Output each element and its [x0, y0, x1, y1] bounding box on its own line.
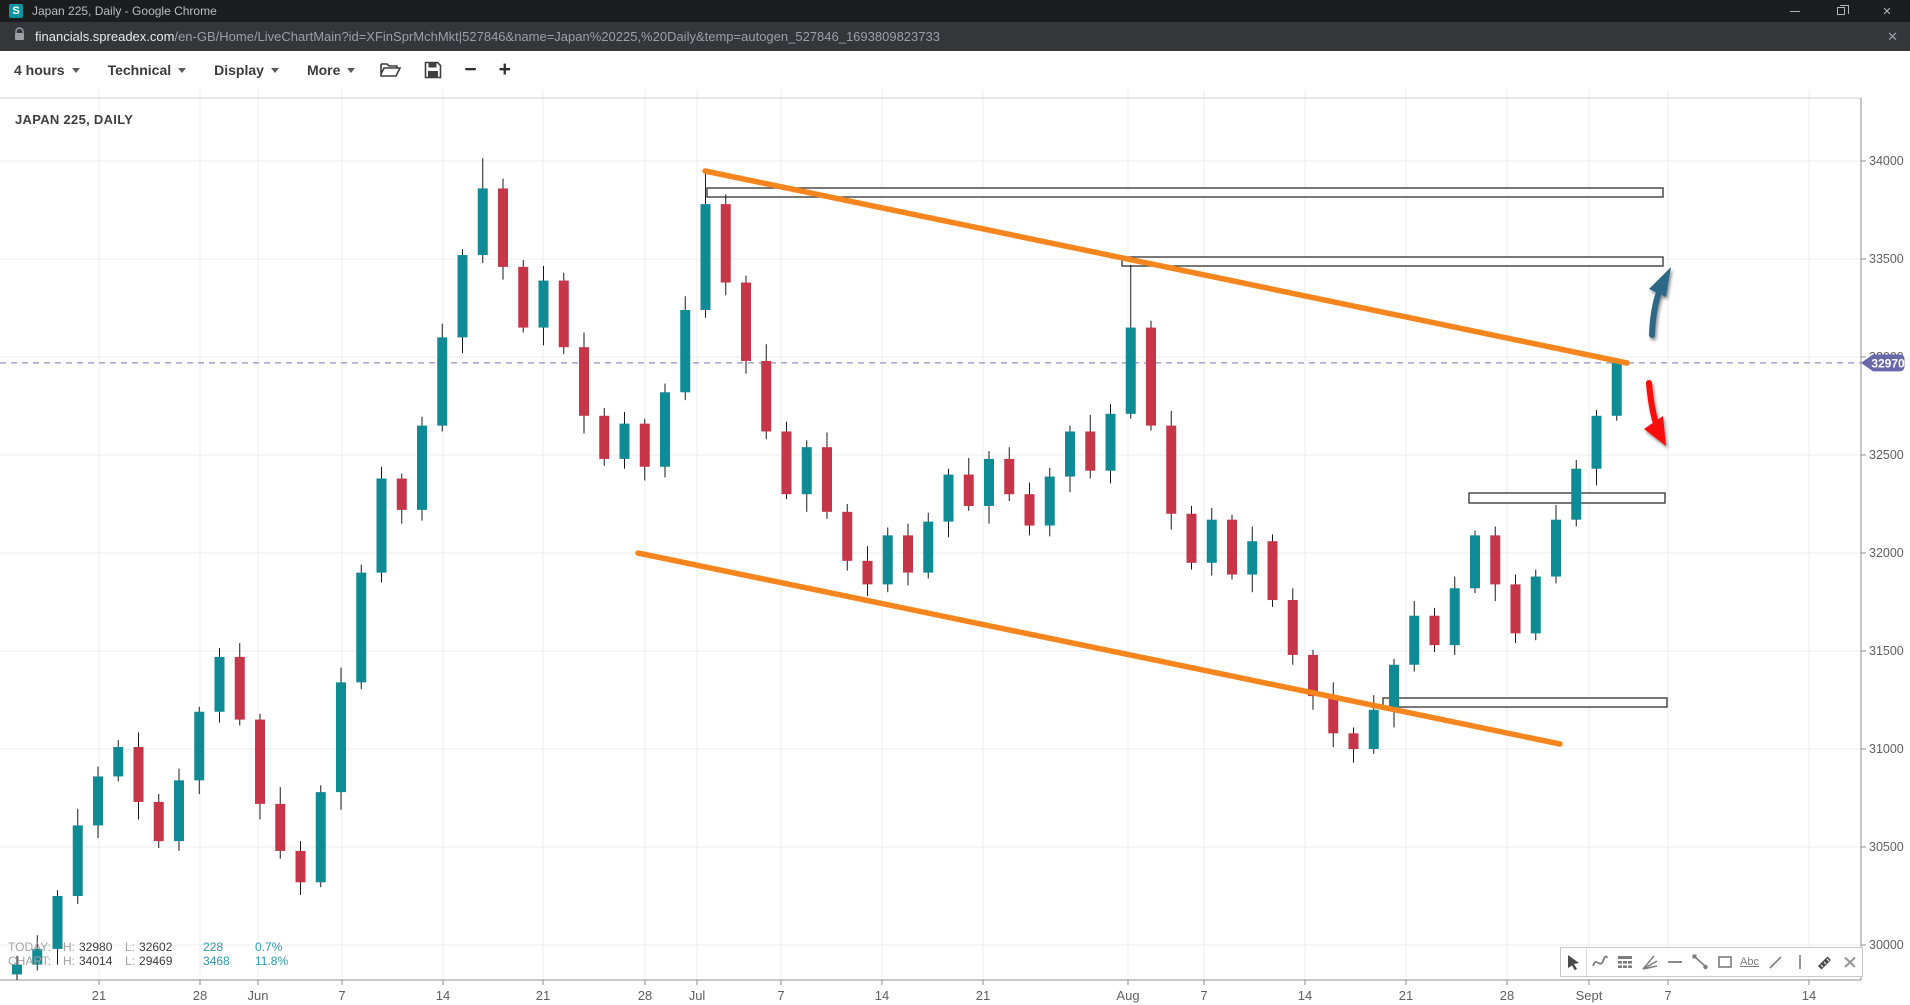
spreadex-favicon: S — [9, 4, 23, 18]
trend-line-tool[interactable] — [1687, 948, 1712, 976]
price-zones — [706, 187, 1668, 708]
svg-text:14: 14 — [875, 988, 889, 1003]
chart-title: JAPAN 225, DAILY — [15, 112, 134, 127]
window-title: Japan 225, Daily - Google Chrome — [32, 4, 217, 18]
svg-text:7: 7 — [1664, 988, 1671, 1003]
svg-text:33500: 33500 — [1869, 252, 1904, 266]
fan-lines-tool[interactable] — [1637, 948, 1662, 976]
today-stats-row: TODAY: H: 32980 L: 32602 228 0.7% — [8, 940, 283, 954]
interval-menu[interactable]: 4 hours — [14, 62, 80, 78]
svg-text:14: 14 — [1802, 988, 1816, 1003]
today-low: 32602 — [139, 940, 173, 954]
page-close-icon[interactable]: ✕ — [1887, 28, 1898, 44]
price-chart-canvas[interactable]: 3400033500330003250032000315003100030500… — [0, 88, 1910, 1005]
diagonal-line-tool[interactable] — [1762, 948, 1787, 976]
ruler-tool[interactable] — [1812, 948, 1837, 976]
gridlines — [0, 90, 1861, 980]
svg-text:32000: 32000 — [1869, 546, 1904, 560]
axis-labels: 3400033500330003250032000315003100030500… — [92, 154, 1904, 1003]
toolbar-divider — [1586, 948, 1587, 976]
svg-text:Jul: Jul — [689, 988, 706, 1003]
chart-region: 3400033500330003250032000315003100030500… — [0, 88, 1910, 1005]
svg-text:Jun: Jun — [248, 988, 269, 1003]
curve-line-tool[interactable] — [1587, 948, 1612, 976]
today-change: 228 — [203, 940, 224, 954]
svg-text:31500: 31500 — [1869, 644, 1904, 658]
zone-rectangle — [1121, 256, 1664, 267]
chevron-down-icon — [178, 68, 187, 73]
rectangle-tool[interactable] — [1712, 948, 1737, 976]
zoom-in-button[interactable]: + — [498, 57, 511, 81]
zone-rectangle — [1468, 492, 1666, 504]
svg-text:32500: 32500 — [1869, 448, 1904, 462]
chevron-down-icon — [347, 68, 356, 73]
url-path: /en-GB/Home/LiveChartMain?id=XFinSprMchM… — [174, 29, 940, 44]
bearish-arrow — [1644, 380, 1666, 446]
chart-stats-row: CHART: H: 34014 L: 29469 3468 11.8% — [8, 954, 289, 968]
chart-toolbar: 4 hours Technical Display More − + — [0, 51, 1910, 88]
save-icon[interactable] — [424, 61, 442, 79]
address-bar[interactable]: financials.spreadex.com/en-GB/Home/LiveC… — [0, 22, 1910, 51]
bullish-arrow — [1649, 267, 1671, 338]
vertical-line-tool[interactable] — [1787, 948, 1812, 976]
svg-text:28: 28 — [193, 988, 207, 1003]
chart-change-pct: 11.8% — [255, 954, 289, 968]
svg-text:7: 7 — [1200, 988, 1207, 1003]
restore-button[interactable] — [1818, 0, 1864, 22]
horizontal-line-tool[interactable] — [1662, 948, 1687, 976]
trendline — [702, 168, 1630, 366]
today-change-pct: 0.7% — [255, 940, 283, 954]
current-price-tag: 32970 — [1861, 354, 1905, 372]
zone-rectangle — [1382, 697, 1668, 708]
cursor-tool[interactable] — [1561, 948, 1586, 976]
open-folder-icon[interactable] — [380, 61, 402, 79]
text-tool[interactable]: Abc — [1740, 956, 1759, 968]
chart-change: 3468 — [203, 954, 230, 968]
svg-text:34000: 34000 — [1869, 154, 1904, 168]
window-title-bar: S Japan 225, Daily - Google Chrome ✕ — [0, 0, 1910, 22]
svg-text:31000: 31000 — [1869, 742, 1904, 756]
candles — [12, 158, 1622, 980]
svg-text:28: 28 — [638, 988, 652, 1003]
svg-text:32970: 32970 — [1871, 356, 1905, 370]
zone-rectangle — [706, 187, 1664, 198]
svg-text:14: 14 — [1298, 988, 1312, 1003]
display-menu[interactable]: Display — [214, 62, 279, 78]
price-stats: TODAY: H: 32980 L: 32602 228 0.7% CHART:… — [8, 940, 288, 968]
svg-text:Sept: Sept — [1576, 988, 1603, 1003]
lock-icon — [14, 27, 25, 46]
svg-text:7: 7 — [338, 988, 345, 1003]
restore-icon — [1837, 5, 1849, 15]
more-menu[interactable]: More — [307, 62, 356, 78]
chevron-down-icon — [270, 68, 279, 73]
svg-text:21: 21 — [536, 988, 550, 1003]
svg-text:Aug: Aug — [1116, 988, 1139, 1003]
svg-text:21: 21 — [1399, 988, 1413, 1003]
url-host: financials.spreadex.com — [35, 29, 175, 44]
trendline — [635, 550, 1563, 747]
svg-text:30500: 30500 — [1869, 840, 1904, 854]
chevron-down-icon — [71, 68, 80, 73]
zoom-out-button[interactable]: − — [464, 57, 477, 81]
chart-high: 34014 — [79, 954, 113, 968]
chart-low: 29469 — [139, 954, 173, 968]
close-button[interactable]: ✕ — [1882, 5, 1892, 18]
svg-text:28: 28 — [1500, 988, 1514, 1003]
svg-text:7: 7 — [777, 988, 784, 1003]
minimize-icon — [1790, 10, 1800, 12]
grid-tool[interactable] — [1612, 948, 1637, 976]
svg-text:14: 14 — [436, 988, 450, 1003]
svg-text:21: 21 — [976, 988, 990, 1003]
trendlines — [635, 168, 1630, 747]
technical-menu[interactable]: Technical — [108, 62, 187, 78]
drawing-toolbar: Abc — [1560, 947, 1863, 977]
delete-drawing-tool[interactable] — [1837, 948, 1862, 976]
today-high: 32980 — [79, 940, 113, 954]
svg-text:30000: 30000 — [1869, 938, 1904, 952]
svg-text:21: 21 — [92, 988, 106, 1003]
url-text: financials.spreadex.com/en-GB/Home/LiveC… — [35, 29, 1887, 44]
minimize-button[interactable] — [1772, 0, 1818, 22]
